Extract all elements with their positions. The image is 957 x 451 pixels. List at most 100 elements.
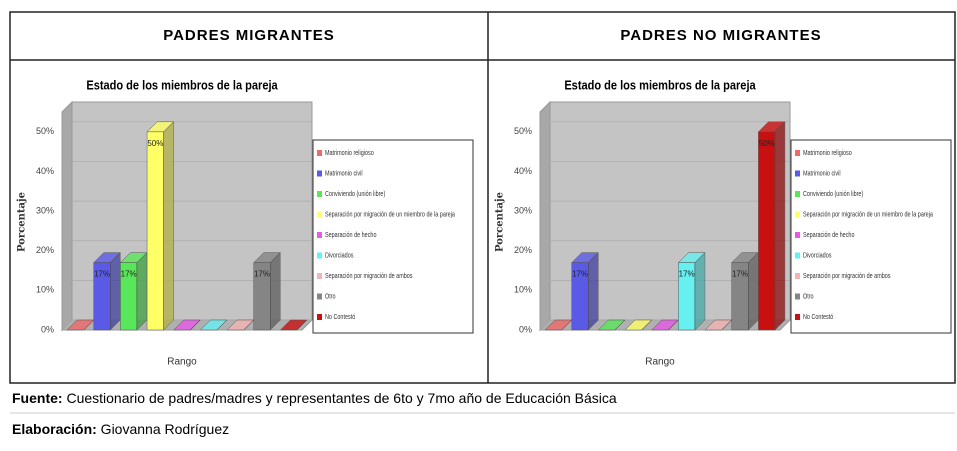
chart-title: Estado de los miembros de la pareja (564, 78, 756, 93)
bar-side (270, 252, 281, 331)
legend-swatch (317, 232, 322, 238)
legend-label: Otro (325, 293, 336, 301)
legend-swatch (795, 170, 800, 177)
bar (119, 252, 148, 331)
header: PADRES NO MIGRANTES (620, 27, 821, 44)
bar (173, 319, 201, 331)
legend-label: Matrimonio religioso (325, 149, 374, 157)
legend-swatch (317, 314, 322, 320)
legend-label: Matrimonio religioso (803, 149, 852, 157)
legend-swatch (795, 150, 800, 156)
bar (624, 319, 653, 331)
bar-side (163, 121, 174, 331)
y-axis-label: Porcentaje (17, 192, 28, 252)
y-tick-label: 50% (514, 126, 532, 136)
legend-label: Separación por migración de un miembro d… (325, 211, 455, 219)
bar-side (190, 319, 201, 331)
bar-side (216, 319, 228, 331)
value-label: 17% (94, 270, 110, 279)
legend-label: Matrimonio civil (803, 170, 841, 178)
legend-swatch (317, 150, 322, 156)
bar-side (136, 252, 148, 331)
author-text: Giovanna Rodríguez (97, 421, 229, 437)
y-tick-label: 10% (36, 285, 54, 295)
source-text: Cuestionario de padres/madres y represen… (63, 390, 617, 406)
value-label: 17% (121, 270, 137, 279)
bar-side (641, 319, 652, 331)
legend-label: Matrimonio civil (325, 170, 363, 178)
legend-label: Separación de hecho (325, 231, 377, 239)
grid-line (61, 121, 312, 133)
legend-swatch (317, 170, 322, 177)
legend-box (790, 139, 952, 334)
legend-swatch (317, 293, 322, 300)
y-tick-label: 0% (41, 324, 54, 334)
legend-label: Divorciados (325, 252, 353, 260)
legend-swatch (317, 252, 322, 259)
grid-line (539, 240, 790, 251)
side-wall (539, 100, 551, 332)
legend-label: No Contestó (325, 313, 356, 321)
legend-label: Separación por migración de ambos (803, 272, 891, 280)
legend-swatch (795, 211, 800, 218)
grid-line (61, 200, 312, 212)
grid-line (61, 280, 312, 291)
legend-label: No Contestó (803, 313, 834, 321)
author-label: Elaboración: (12, 421, 97, 437)
bar (597, 319, 626, 331)
side-wall (61, 100, 73, 332)
bar-side (296, 319, 308, 331)
grid-line (539, 200, 790, 212)
legend-swatch (795, 191, 800, 197)
legend-label: Separación por migración de ambos (325, 272, 413, 280)
grid-line (539, 121, 790, 133)
bar (253, 252, 281, 331)
grid-line (61, 319, 312, 331)
y-tick-label: 40% (36, 166, 54, 176)
legend-swatch (795, 252, 800, 259)
table-borders (9, 11, 956, 384)
grid-line (61, 161, 312, 172)
legend-label: Separación por migración de un miembro d… (803, 211, 933, 219)
y-tick-label: 30% (36, 205, 54, 215)
x-axis-label: Rango (167, 357, 197, 368)
bar-side (694, 252, 706, 331)
bar (93, 252, 121, 331)
legend-label: Otro (803, 293, 814, 301)
bar-side (588, 252, 599, 331)
y-axis-label: Porcentaje (495, 192, 506, 252)
bar-side (774, 121, 786, 331)
legend-box (312, 139, 474, 334)
chart-title: Estado de los miembros de la pareja (86, 78, 278, 93)
legend-swatch (317, 273, 322, 279)
y-tick-label: 0% (519, 324, 532, 334)
legend-label: Divorciados (803, 252, 831, 260)
bar-side (614, 319, 626, 331)
y-tick-label: 10% (514, 285, 532, 295)
value-label: 50% (759, 139, 775, 148)
y-tick-label: 30% (514, 205, 532, 215)
grid-line (539, 280, 790, 291)
grid-line (539, 161, 790, 172)
header: PADRES MIGRANTES (163, 27, 335, 44)
value-label: 17% (732, 270, 748, 279)
bar (731, 252, 759, 331)
bar (146, 121, 175, 331)
bar-front (758, 131, 776, 331)
bar (199, 319, 228, 331)
legend-label: Conviviendo (unión libre) (325, 190, 385, 198)
bar (571, 252, 599, 331)
bar (757, 121, 786, 331)
grid-line (61, 240, 312, 251)
value-label: 17% (572, 270, 588, 279)
y-tick-label: 20% (36, 245, 54, 255)
value-label: 17% (254, 270, 270, 279)
legend-swatch (317, 191, 322, 197)
bar-side (748, 252, 759, 331)
y-tick-label: 40% (514, 166, 532, 176)
bar (677, 252, 706, 331)
value-label: 17% (679, 270, 695, 279)
legend-swatch (317, 211, 322, 218)
legend-label: Conviviendo (unión libre) (803, 190, 863, 198)
